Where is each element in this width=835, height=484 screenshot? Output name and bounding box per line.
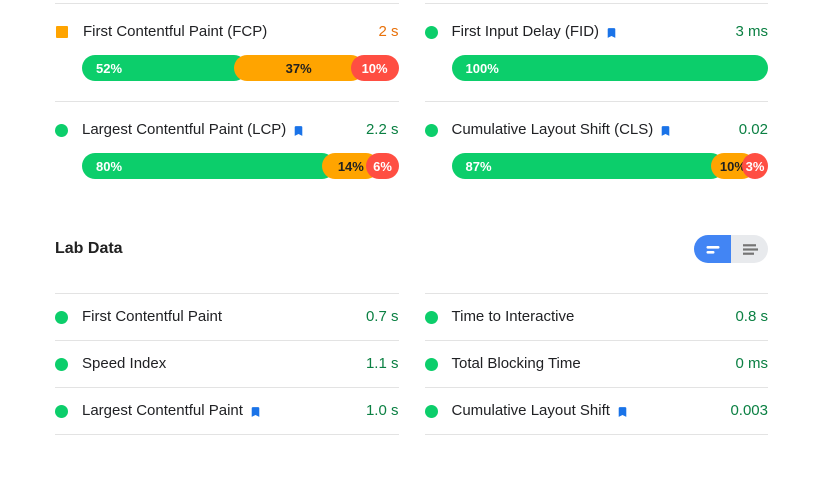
good-circle-icon <box>424 123 438 137</box>
metric-value: 0.7 s <box>365 308 399 325</box>
field-metrics-grid: First Contentful Paint (FCP) 2 s 52% 37% 10%… <box>55 0 768 199</box>
lab-metric-row: Time to Interactive 0.8 s <box>424 293 768 340</box>
lab-metric-row: Largest Contentful Paint 1.0 s <box>55 387 399 435</box>
good-circle-icon <box>424 25 438 39</box>
pagespeed-report-panel: First Contentful Paint (FCP) 2 s 52% 37% 10%… <box>55 0 768 435</box>
good-circle-icon <box>424 404 438 418</box>
metric-value: 0.003 <box>730 402 768 419</box>
lab-view-toggle <box>694 235 768 263</box>
metric-label: Speed Index <box>82 355 167 372</box>
audits-list-view-toggle-button[interactable] <box>731 235 768 263</box>
metric-label: Time to Interactive <box>451 308 575 325</box>
metric-label: Cumulative Layout Shift <box>451 402 610 419</box>
distribution-bar: 52% 37% 10% <box>82 55 399 81</box>
distribution-segment-fast: 52% <box>82 55 247 81</box>
metric-header: Cumulative Layout Shift (CLS) 0.02 <box>424 119 768 141</box>
good-circle-icon <box>424 310 438 324</box>
distribution-bar: 80% 14% 6% <box>82 153 399 179</box>
core-web-vital-bookmark-icon <box>659 124 672 138</box>
good-circle-icon <box>424 357 438 371</box>
metrics-bar-view-toggle-button[interactable] <box>694 235 731 263</box>
metric-label: Largest Contentful Paint (LCP) <box>82 121 287 138</box>
metric-label: First Input Delay (FID) <box>451 23 600 40</box>
lab-metric-row: First Contentful Paint 0.7 s <box>55 293 399 340</box>
metric-value: 3 ms <box>735 23 768 40</box>
metric-label: Cumulative Layout Shift (CLS) <box>451 121 654 138</box>
metric-value: 2.2 s <box>365 121 399 138</box>
distribution-segment-slow: 3% <box>742 153 768 179</box>
core-web-vital-bookmark-icon <box>249 405 262 419</box>
distribution-segment-fast: 87% <box>451 153 724 179</box>
distribution-bar: 100% <box>451 55 768 81</box>
field-metric-card: First Contentful Paint (FCP) 2 s 52% 37% 10% <box>55 3 399 101</box>
metric-value: 0.02 <box>738 121 768 138</box>
metric-label: First Contentful Paint (FCP) <box>83 23 268 40</box>
bar-view-icon <box>706 246 719 254</box>
good-circle-icon <box>55 357 68 371</box>
field-metric-card: Largest Contentful Paint (LCP) 2.2 s 80% 14… <box>55 101 399 199</box>
distribution-segment-fast: 80% <box>82 153 336 179</box>
field-metric-card: Cumulative Layout Shift (CLS) 0.02 87% 10% 3… <box>424 101 768 199</box>
distribution-segment-slow: 10% <box>350 55 399 81</box>
metric-header: First Input Delay (FID) 3 ms <box>424 21 768 43</box>
core-web-vital-bookmark-icon <box>605 26 618 40</box>
metric-value: 1.1 s <box>365 355 399 372</box>
metric-value: 2 s <box>378 23 399 40</box>
good-circle-icon <box>55 404 68 418</box>
metric-label: First Contentful Paint <box>82 308 223 325</box>
good-circle-icon <box>55 310 68 324</box>
core-web-vital-bookmark-icon <box>616 405 629 419</box>
list-view-icon <box>742 244 758 255</box>
good-circle-icon <box>55 123 68 137</box>
lab-metric-row: Cumulative Layout Shift 0.003 <box>424 387 768 435</box>
distribution-segment-fast: 100% <box>451 55 768 81</box>
distribution-segment-average: 37% <box>233 55 364 81</box>
metric-header: First Contentful Paint (FCP) 2 s <box>55 21 399 43</box>
metric-value: 0.8 s <box>735 308 768 325</box>
core-web-vital-bookmark-icon <box>292 124 305 138</box>
metric-label: Largest Contentful Paint <box>82 402 243 419</box>
lab-data-title: Lab Data <box>55 240 123 257</box>
metric-value: 1.0 s <box>365 402 399 419</box>
metric-value: 0 ms <box>735 355 768 372</box>
lab-data-header: Lab Data <box>55 235 768 263</box>
metric-header: Largest Contentful Paint (LCP) 2.2 s <box>55 119 399 141</box>
distribution-bar: 87% 10% 3% <box>451 153 768 179</box>
average-square-icon <box>56 26 68 38</box>
lab-metric-row: Total Blocking Time 0 ms <box>424 340 768 387</box>
lab-metric-row: Speed Index 1.1 s <box>55 340 399 387</box>
metric-label: Total Blocking Time <box>451 355 581 372</box>
lab-metrics-grid: First Contentful Paint 0.7 s Time to Inter… <box>55 293 768 435</box>
distribution-segment-slow: 6% <box>366 153 399 179</box>
field-metric-card: First Input Delay (FID) 3 ms 100% <box>424 3 768 101</box>
